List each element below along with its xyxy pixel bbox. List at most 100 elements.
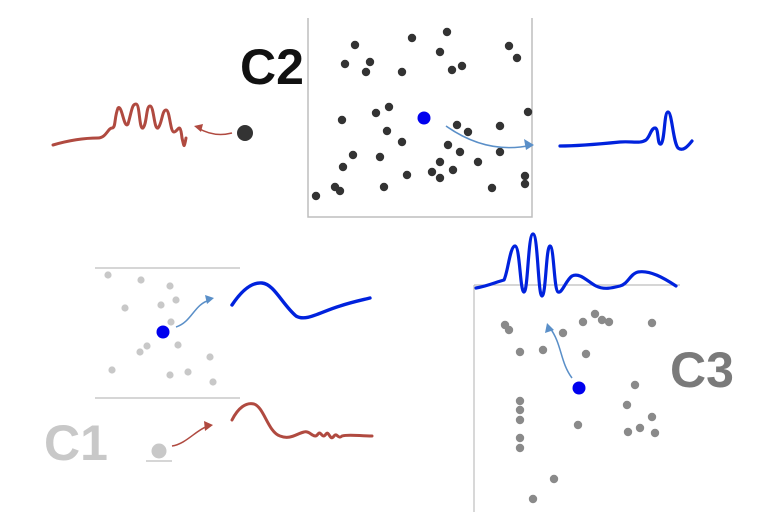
c2-particle [397,137,407,147]
c1-trajectory-wave [230,281,372,320]
c2-particle [402,170,412,180]
c2-particle [335,186,345,196]
c1-particle [137,276,145,284]
c2-particle [427,167,437,177]
c2-tagged-particle [417,111,431,125]
c2-particle [371,108,381,118]
c3-particle [504,325,514,335]
c3-particle [549,474,559,484]
c2-particle [361,67,371,77]
c2-particle [463,127,473,137]
c2-box-frame [307,18,533,218]
c3-particle [647,412,657,422]
c2-particle [348,150,358,160]
c3-particle [528,494,538,504]
c2-particle [337,115,347,125]
c1-particle [174,341,182,349]
c1-particle [108,366,116,374]
c1-particle [206,353,214,361]
c2-particle [495,121,505,131]
c3-particle [558,328,568,338]
c1-particle [184,368,192,376]
c2-particle [520,171,530,181]
c3-particle [650,428,660,438]
c2-particle [375,152,385,162]
c2-particle [495,147,505,157]
c2-particle [407,33,417,43]
c3-particles [500,309,660,504]
c2-particle [457,61,467,71]
c3-particle [622,400,632,410]
c2-particle [523,107,533,117]
c2-particle [487,183,497,193]
c2-trajectory-wave [558,110,694,151]
c3-particle [515,433,525,443]
c2-particle [311,191,321,201]
c2-reference-particle [237,125,253,141]
c1-particle [172,296,180,304]
c2-particle [447,65,457,75]
c2-particle [448,165,458,175]
c1-reference-wave [230,402,374,440]
c1-particle [166,371,174,379]
c3-particle [590,309,600,319]
c2-particle [520,179,530,189]
c2-particle [473,157,483,167]
c3-trajectory-arrow [549,327,573,379]
c2-particle [452,120,462,130]
c2-particle [455,147,465,157]
c2-particle [338,162,348,172]
c3-tagged-particle [572,381,586,395]
c3-particle [515,396,525,406]
c1-particle [104,271,112,279]
c3-particle [597,315,607,325]
c2-reference-arrowhead [194,124,203,132]
c3-particle [647,318,657,328]
c2-particle [397,67,407,77]
c2-particle [350,40,360,50]
c3-particle [578,317,588,327]
c3-particle [623,427,633,437]
c1-particle [166,282,174,290]
c3-particle [635,423,645,433]
c1-particle [121,304,129,312]
c1-particle [167,318,175,326]
c2-particle [435,157,445,167]
c1-particle [157,301,165,309]
c2-particles [311,27,533,201]
c3-panel [473,232,680,512]
c2-particle [379,182,389,192]
c3-particle [515,347,525,357]
c1-particle [136,348,144,356]
c2-particle [382,126,392,136]
c3-particle [515,405,525,415]
c3-particle [604,317,614,327]
c2-particle [504,41,514,51]
c2-trajectory-arrow [445,125,533,149]
c3-label: C3 [670,342,734,398]
c2-particle [435,173,445,183]
c2-trajectory-arrowhead [524,139,534,150]
c3-particle [573,420,583,430]
c1-reference-arrowhead [204,421,213,431]
c3-particle [581,349,591,359]
c3-particle [538,345,548,355]
c2-particle [384,102,394,112]
c2-particle [435,47,445,57]
c1-particle [209,378,217,386]
c1-tagged-particle [156,325,170,339]
c1-reference-arrow [171,425,209,447]
c2-label: C2 [240,39,304,95]
c3-particle [515,443,525,453]
c1-trajectory-arrow [175,299,211,328]
c3-particle [515,415,525,425]
c1-panel [95,267,374,462]
c1-particles [104,271,217,386]
c1-reference-particle [151,443,167,459]
c1-trajectory-arrowhead [205,295,214,304]
c1-particle [143,342,151,350]
c1-label: C1 [44,415,108,471]
c3-trajectory-wave [474,232,678,298]
c2-particle [443,140,453,150]
